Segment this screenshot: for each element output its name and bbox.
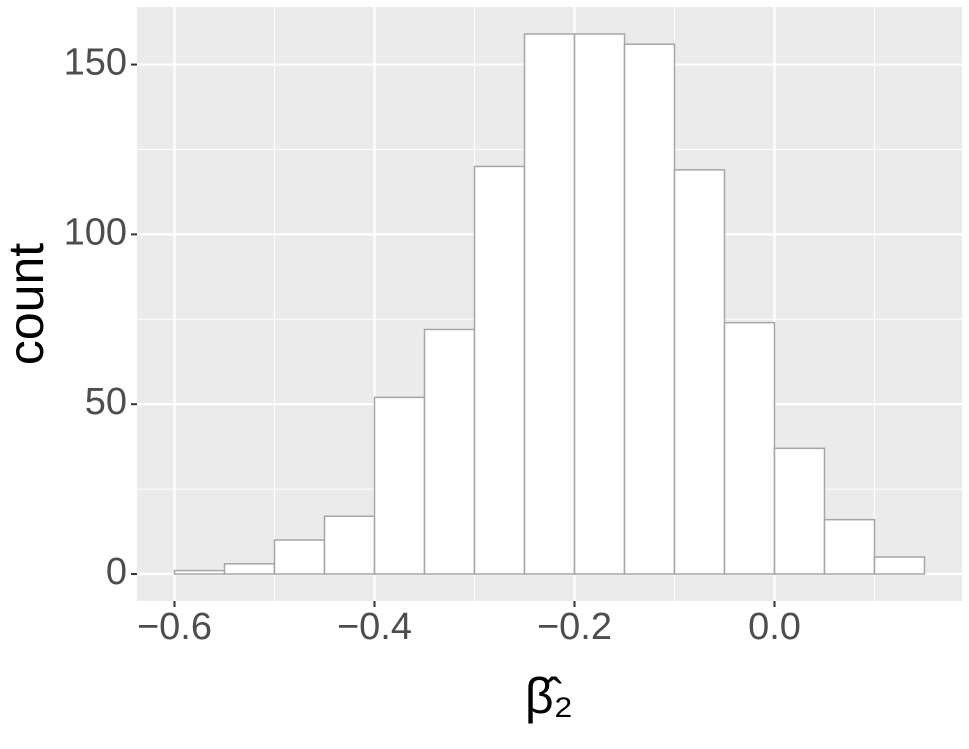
bar — [773, 447, 826, 575]
y-tick-label: 150 — [64, 42, 127, 84]
x-axis-title: β̂₂ — [525, 668, 573, 724]
y-tick-label: 0 — [106, 551, 127, 593]
y-tick-label: 100 — [64, 211, 127, 253]
x-tick-label: −0.6 — [137, 606, 212, 648]
bar — [373, 396, 426, 575]
bar — [273, 539, 326, 575]
bar — [473, 165, 526, 575]
bar — [423, 328, 476, 575]
y-tick-label: 50 — [85, 381, 127, 423]
bar — [623, 43, 676, 575]
bar — [323, 515, 376, 575]
bar — [673, 169, 726, 575]
bar — [823, 518, 876, 575]
x-tick-label: −0.2 — [537, 606, 612, 648]
bar — [573, 33, 626, 575]
bar — [723, 321, 776, 575]
bar — [173, 569, 226, 575]
bar — [223, 563, 276, 575]
y-axis-title: count — [0, 243, 54, 365]
bar — [873, 556, 926, 575]
x-tick-label: −0.4 — [337, 606, 412, 648]
x-tick-label: 0.0 — [748, 606, 801, 648]
bar — [523, 33, 576, 575]
